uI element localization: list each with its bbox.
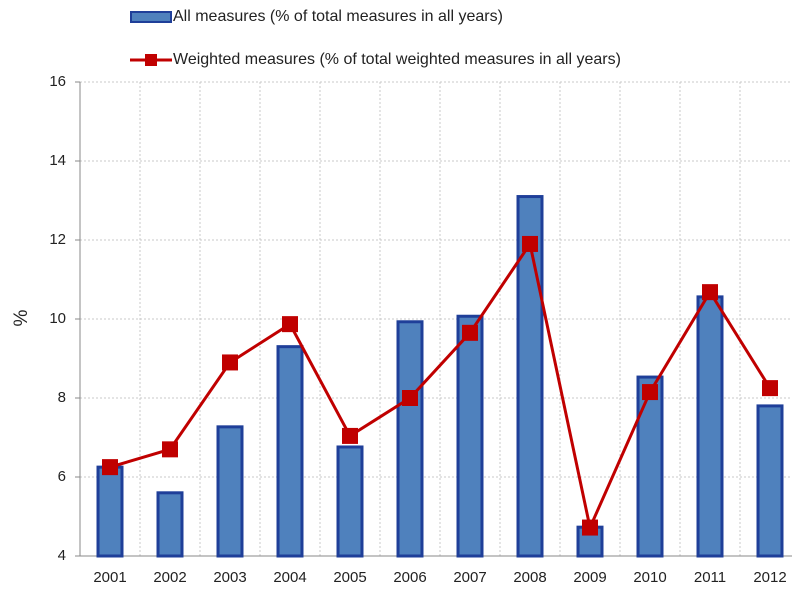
point: [582, 519, 598, 536]
point: [282, 316, 298, 333]
x-tick-label: 2012: [753, 569, 786, 586]
y-tick-label: 4: [58, 547, 66, 564]
y-tick-label: 10: [49, 310, 66, 327]
legend-swatch: [145, 54, 157, 66]
bar: [396, 320, 424, 558]
point: [222, 354, 238, 371]
x-tick-label: 2006: [393, 569, 426, 586]
point: [342, 427, 358, 444]
point: [702, 284, 718, 301]
legend-label: Weighted measures (% of total weighted m…: [173, 51, 621, 68]
bar: [216, 425, 244, 558]
x-tick-label: 2003: [213, 569, 246, 586]
x-tick-label: 2001: [93, 569, 126, 586]
point: [762, 380, 778, 397]
bar: [696, 295, 724, 558]
x-tick-label: 2007: [453, 569, 486, 586]
y-tick-label: 16: [49, 73, 66, 90]
point: [102, 459, 118, 476]
x-tick-label: 2010: [633, 569, 666, 586]
line: [109, 240, 772, 533]
legend-label: All measures (% of total measures in all…: [173, 8, 503, 25]
legend-swatch: [130, 11, 172, 23]
y-axis-label: %: [11, 309, 32, 326]
point: [402, 390, 418, 406]
y-tick-label: 8: [58, 389, 66, 406]
y-tick-label: 12: [49, 231, 66, 248]
x-tick-label: 2002: [153, 569, 186, 586]
point: [642, 384, 658, 401]
bar: [756, 404, 784, 558]
bar: [156, 491, 184, 558]
y-tick-label: 14: [49, 152, 66, 169]
bar: [336, 445, 364, 558]
x-tick-label: 2004: [273, 569, 306, 586]
point: [162, 441, 178, 458]
x-tick-label: 2005: [333, 569, 366, 586]
bar: [456, 314, 484, 558]
bar: [636, 375, 664, 558]
bar: [96, 465, 124, 558]
x-tick-label: 2008: [513, 569, 546, 586]
x-tick-label: 2011: [694, 569, 726, 586]
x-tick-label: 2009: [573, 569, 606, 586]
y-tick-label: 6: [58, 468, 66, 485]
point: [522, 235, 538, 252]
point: [462, 324, 478, 341]
bar: [276, 345, 304, 558]
